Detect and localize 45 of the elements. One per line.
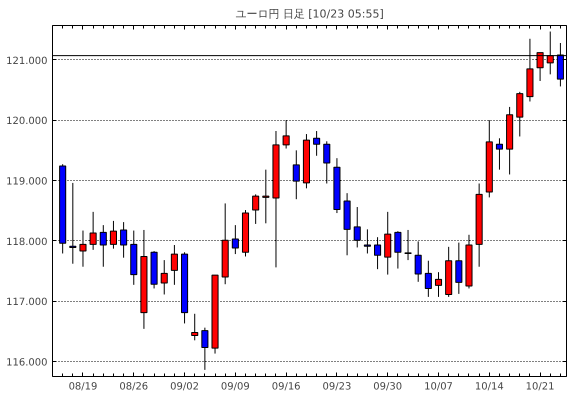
candlestick xyxy=(496,138,504,170)
x-tick-label: 09/02 xyxy=(170,382,199,392)
x-tick-label: 08/26 xyxy=(119,382,148,392)
candlestick xyxy=(292,150,300,200)
candlestick xyxy=(191,313,198,341)
candlestick xyxy=(364,228,371,254)
candlestick xyxy=(90,211,97,250)
candlestick xyxy=(79,230,87,268)
candlestick xyxy=(455,242,462,294)
candlestick xyxy=(110,220,117,250)
y-tick-label: 116.000 xyxy=(6,357,48,368)
candlestick xyxy=(69,182,76,264)
candlestick xyxy=(170,244,178,286)
x-tick-label: 09/23 xyxy=(322,382,352,392)
candlestick xyxy=(394,230,402,270)
x-tick-label: 09/30 xyxy=(373,382,402,392)
candlestick xyxy=(516,91,524,137)
x-tick-label: 10/14 xyxy=(474,382,504,392)
candlestick xyxy=(384,211,392,276)
x-tick-label: 09/16 xyxy=(272,382,301,392)
candlestick xyxy=(374,236,382,270)
candlestick xyxy=(404,229,412,261)
x-tick-label: 10/21 xyxy=(526,382,555,392)
candlestick xyxy=(120,222,128,258)
y-tick-label: 118.000 xyxy=(6,236,48,248)
candlestick xyxy=(313,130,320,156)
candlestick xyxy=(232,224,239,255)
y-tick-label: 119.000 xyxy=(6,176,48,188)
candlestick xyxy=(354,206,361,248)
candlestick xyxy=(100,224,107,268)
x-tick-label: 08/19 xyxy=(68,382,98,392)
chart-title: ユーロ円 日足 [10/23 05:55] xyxy=(235,8,384,20)
candlestick xyxy=(414,240,422,282)
candlestick xyxy=(160,260,168,295)
candlestick xyxy=(282,120,290,150)
candlestick xyxy=(262,169,270,224)
candlestick xyxy=(434,272,442,298)
y-tick-label: 120.000 xyxy=(6,116,48,128)
y-tick-label: 121.000 xyxy=(6,56,48,67)
y-tick-label: 117.000 xyxy=(6,297,48,308)
x-tick-label: 10/07 xyxy=(424,382,453,392)
candlestick xyxy=(424,260,432,298)
x-tick-label: 09/09 xyxy=(220,382,250,392)
candlestick xyxy=(252,194,260,224)
candlestick xyxy=(323,140,330,184)
